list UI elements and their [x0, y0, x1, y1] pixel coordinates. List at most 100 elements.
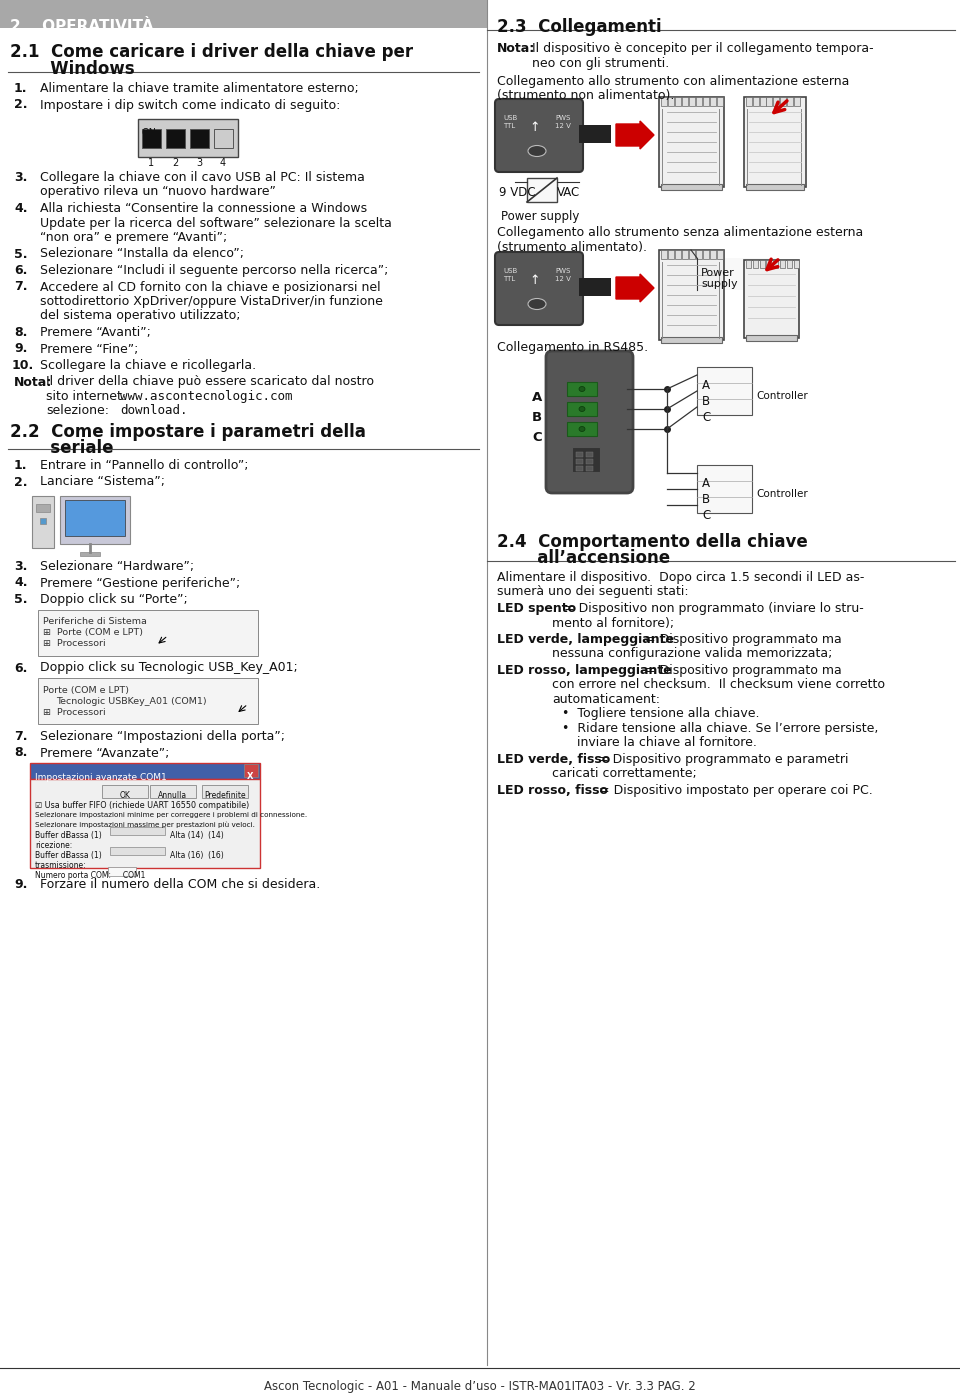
Bar [576, 467, 583, 471]
Bar [697, 258, 777, 290]
Text: caricati correttamente;: caricati correttamente; [552, 768, 697, 780]
Bar [744, 260, 799, 338]
Text: Selezionare “Hardware”;: Selezionare “Hardware”; [40, 560, 194, 573]
Text: 5.: 5. [14, 593, 28, 606]
Bar [576, 451, 583, 457]
Text: con errore nel checksum.  Il checksum viene corretto: con errore nel checksum. Il checksum vie… [552, 678, 885, 691]
Bar [697, 465, 752, 513]
Text: 4.: 4. [14, 577, 28, 589]
Ellipse shape [528, 145, 546, 156]
Bar [766, 260, 772, 267]
Text: B: B [702, 493, 710, 506]
Bar [746, 260, 751, 267]
Text: PWS: PWS [555, 267, 570, 274]
Bar [108, 866, 136, 876]
Bar [794, 260, 799, 267]
Bar [710, 98, 716, 106]
Text: Alimentare il dispositivo.  Dopo circa 1.5 secondi il LED as-: Alimentare il dispositivo. Dopo circa 1.… [497, 571, 864, 584]
Bar [576, 460, 583, 464]
Text: Alla richiesta “Consentire la connessione a Windows: Alla richiesta “Consentire la connession… [40, 202, 367, 215]
Text: 3: 3 [196, 157, 202, 169]
Text: 10.: 10. [12, 359, 35, 372]
Text: OK: OK [120, 791, 131, 800]
Bar [668, 98, 674, 106]
Text: www.ascontecnologic.com: www.ascontecnologic.com [120, 390, 293, 403]
Text: Bassa (1): Bassa (1) [66, 832, 102, 840]
Text: Numero porta COM:     COM1: Numero porta COM: COM1 [35, 871, 145, 880]
Bar [567, 403, 597, 417]
Text: supply: supply [701, 279, 737, 288]
Text: Alta (14)  (14): Alta (14) (14) [170, 832, 224, 840]
Bar [766, 98, 773, 106]
Bar [668, 249, 674, 259]
Bar [773, 98, 780, 106]
Text: inviare la chiave al fornitore.: inviare la chiave al fornitore. [577, 737, 756, 749]
Text: 4.: 4. [14, 202, 28, 215]
Text: Accedere al CD fornito con la chiave e posizionarsi nel: Accedere al CD fornito con la chiave e p… [40, 280, 380, 294]
Bar [746, 334, 797, 341]
Text: ↑: ↑ [530, 274, 540, 287]
Ellipse shape [579, 407, 585, 411]
FancyBboxPatch shape [495, 99, 583, 171]
Text: B: B [532, 411, 542, 423]
Bar [659, 98, 724, 187]
Text: Controller: Controller [756, 391, 807, 401]
Text: ON: ON [141, 128, 156, 138]
Text: ☑ Usa buffer FIFO (richiede UART 16550 compatibile): ☑ Usa buffer FIFO (richiede UART 16550 c… [35, 801, 250, 809]
Text: LED rosso, fisso: LED rosso, fisso [497, 784, 608, 797]
Text: •  Togliere tensione alla chiave.: • Togliere tensione alla chiave. [562, 708, 759, 720]
Text: 6.: 6. [14, 662, 28, 674]
Text: Bassa (1): Bassa (1) [66, 851, 102, 859]
Text: automaticament:: automaticament: [552, 692, 660, 706]
Text: C: C [532, 430, 541, 444]
Text: LED verde, lampeggiante: LED verde, lampeggiante [497, 632, 674, 646]
Text: 12 V: 12 V [555, 276, 571, 281]
Text: 1.: 1. [14, 82, 28, 95]
Bar [746, 98, 752, 106]
Text: 7.: 7. [14, 730, 28, 742]
Text: 2.: 2. [14, 475, 28, 489]
Bar [753, 98, 758, 106]
Bar [527, 178, 557, 202]
Bar [38, 610, 258, 656]
Bar [567, 422, 597, 436]
Text: Power supply: Power supply [501, 210, 580, 223]
Bar [586, 460, 593, 464]
Text: nessuna configurazione valida memorizzata;: nessuna configurazione valida memorizzat… [552, 648, 832, 660]
Bar [773, 260, 779, 267]
Bar [60, 496, 130, 545]
Bar [579, 279, 611, 295]
Bar [661, 184, 722, 189]
Bar [703, 249, 709, 259]
Bar [759, 98, 766, 106]
Text: ricezione:: ricezione: [35, 841, 72, 850]
Bar [110, 827, 165, 834]
Bar [65, 500, 125, 536]
Text: = Dispositivo impostato per operare coi PC.: = Dispositivo impostato per operare coi … [599, 784, 873, 797]
Text: Porte (COM e LPT): Porte (COM e LPT) [43, 685, 129, 695]
Bar [36, 504, 50, 513]
Bar [787, 260, 792, 267]
Text: (strumento alimentato).: (strumento alimentato). [497, 241, 647, 254]
Text: (strumento non alimentato).: (strumento non alimentato). [497, 89, 674, 103]
Text: 2.3  Collegamenti: 2.3 Collegamenti [497, 18, 661, 36]
Text: Selezionare impostazioni minime per correggere i problemi di connessione.: Selezionare impostazioni minime per corr… [35, 812, 307, 818]
Bar [689, 249, 695, 259]
Text: Alta (16)  (16): Alta (16) (16) [170, 851, 224, 859]
Bar [142, 130, 161, 148]
Bar [586, 467, 593, 471]
Bar [0, 0, 487, 28]
Text: Premere “Avanti”;: Premere “Avanti”; [40, 326, 151, 338]
Bar [682, 249, 688, 259]
FancyArrow shape [616, 274, 654, 302]
Text: 1.: 1. [14, 460, 28, 472]
Text: neo con gli strumenti.: neo con gli strumenti. [532, 57, 669, 70]
Text: 8.: 8. [14, 747, 28, 759]
Text: Doppio click su Tecnologic USB_Key_A01;: Doppio click su Tecnologic USB_Key_A01; [40, 662, 298, 674]
Text: X: X [247, 772, 253, 781]
Ellipse shape [579, 426, 585, 432]
Text: Tecnologic USBKey_A01 (COM1): Tecnologic USBKey_A01 (COM1) [56, 696, 206, 706]
Bar [753, 260, 757, 267]
Text: A: A [702, 476, 710, 490]
Bar [244, 763, 258, 777]
